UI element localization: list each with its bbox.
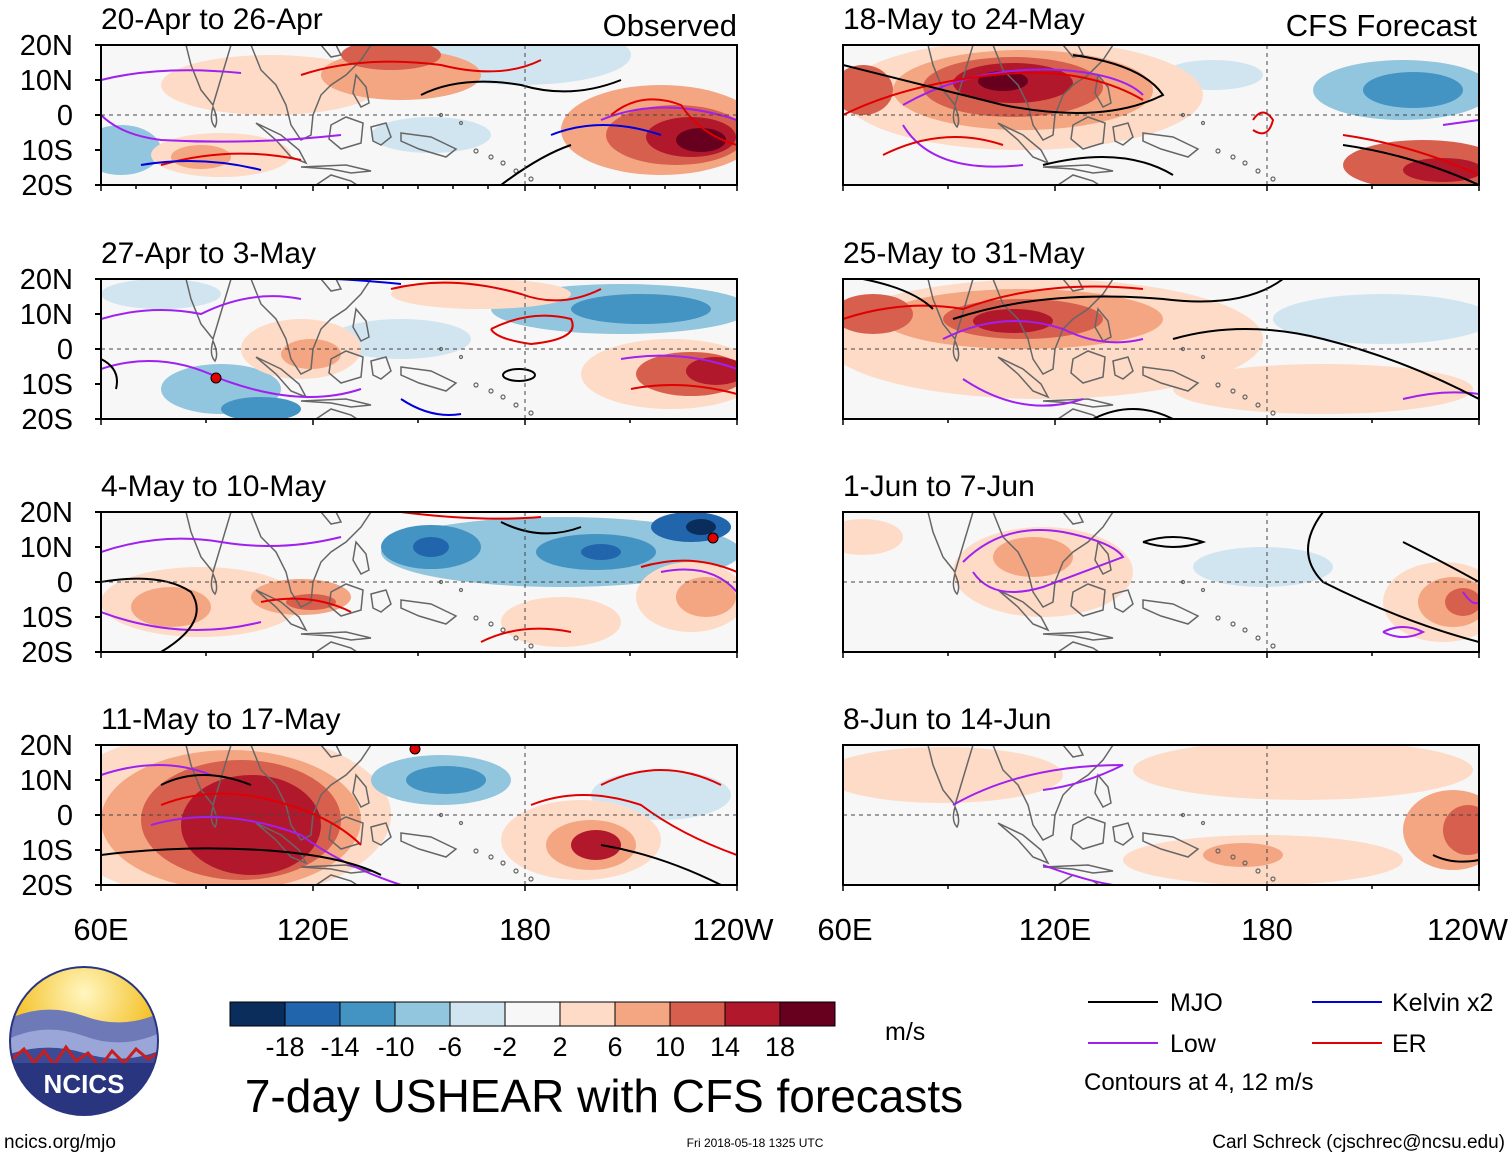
lon-tick: 180 xyxy=(499,912,551,947)
lon-axis-labels-left: 60E 120E 180 120W xyxy=(73,912,774,947)
colorbar-tick-label: -6 xyxy=(438,1032,462,1062)
lat-tick: 10N xyxy=(20,765,73,797)
colorbar-units: m/s xyxy=(885,1018,925,1046)
colorbar-tick-label: 6 xyxy=(607,1032,622,1062)
colorbar-swatch xyxy=(284,1001,341,1027)
lon-tick: 120W xyxy=(693,912,775,947)
lat-tick-marks xyxy=(95,44,101,886)
lat-tick: 20S xyxy=(21,404,73,436)
lat-tick: 10N xyxy=(20,65,73,97)
lat-tick: 10S xyxy=(21,835,73,867)
lat-tick: 20S xyxy=(21,637,73,669)
map-panel-forecast-1: 18-May to 24-May xyxy=(842,3,1480,186)
colorbar-tick-label: -10 xyxy=(375,1032,414,1062)
lon-tick: 180 xyxy=(1241,912,1293,947)
colorbar-swatch xyxy=(559,1001,616,1027)
lat-tick: 0 xyxy=(57,567,73,599)
colorbar-swatch xyxy=(779,1001,836,1027)
legend-label-low: Low xyxy=(1170,1030,1217,1058)
lon-tick: 120E xyxy=(1019,912,1091,947)
lon-tick: 60E xyxy=(73,912,128,947)
figure-title: 7-day USHEAR with CFS forecasts xyxy=(245,1070,963,1122)
lon-tick-marks xyxy=(100,185,1480,891)
observed-label: Observed xyxy=(603,8,737,43)
map-panel-forecast-4: 8-Jun to 14-Jun xyxy=(842,703,1480,886)
colorbar-tick-label: 18 xyxy=(765,1032,795,1062)
map-panel-observed-4: 11-May to 17-May xyxy=(100,703,738,886)
legend-contour-note: Contours at 4, 12 m/s xyxy=(1084,1069,1313,1096)
lat-tick: 20N xyxy=(20,730,73,762)
colorbar-swatch xyxy=(394,1001,451,1027)
lat-tick: 10S xyxy=(21,602,73,634)
line-legend: MJO Kelvin x2 Low ER Contours at 4, 12 m… xyxy=(1084,989,1493,1096)
colorbar-tick-label: -2 xyxy=(493,1032,517,1062)
lat-tick: 20N xyxy=(20,264,73,296)
lat-tick: 0 xyxy=(57,100,73,132)
lat-tick: 0 xyxy=(57,334,73,366)
panel-period-label: 27-Apr to 3-May xyxy=(101,237,316,270)
lon-axis-labels-right: 60E 120E 180 120W xyxy=(817,912,1508,947)
panel-period-label: 11-May to 17-May xyxy=(101,703,341,736)
forecast-label: CFS Forecast xyxy=(1286,8,1478,43)
colorbar-swatch xyxy=(614,1001,671,1027)
map-panel-observed-1: 20-Apr to 26-Apr xyxy=(100,3,738,186)
colorbar-tick-label: -14 xyxy=(320,1032,359,1062)
panel-period-label: 20-Apr to 26-Apr xyxy=(101,3,323,36)
lon-tick: 60E xyxy=(817,912,872,947)
colorbar-swatch xyxy=(669,1001,726,1027)
panel-period-label: 1-Jun to 7-Jun xyxy=(843,470,1035,503)
lat-tick: 10S xyxy=(21,369,73,401)
legend-label-kelvin: Kelvin x2 xyxy=(1392,989,1493,1017)
panel-period-label: 4-May to 10-May xyxy=(101,470,326,503)
colorbar: -18 -14 -10 -6 -2 2 6 10 14 18 xyxy=(229,1001,836,1062)
legend-label-er: ER xyxy=(1392,1030,1427,1058)
panel-period-label: 18-May to 24-May xyxy=(843,3,1085,36)
colorbar-swatch xyxy=(504,1001,561,1027)
panel-period-label: 25-May to 31-May xyxy=(843,237,1085,270)
logo-wordmark: NCICS xyxy=(44,1069,125,1099)
ncics-logo: NCICS xyxy=(9,966,159,1116)
panel-period-label: 8-Jun to 14-Jun xyxy=(843,703,1051,736)
lat-tick: 20S xyxy=(21,870,73,902)
colorbar-tick-label: 10 xyxy=(655,1032,685,1062)
source-link[interactable]: ncics.org/mjo xyxy=(4,1132,116,1153)
colorbar-tick-label: -18 xyxy=(265,1032,304,1062)
lat-tick: 0 xyxy=(57,800,73,832)
colorbar-swatch xyxy=(449,1001,506,1027)
author-credit: Carl Schreck (cjschrec@ncsu.edu) xyxy=(1212,1132,1505,1153)
map-panel-observed-3: 4-May to 10-May xyxy=(100,470,738,653)
colorbar-swatch xyxy=(724,1001,781,1027)
map-panel-forecast-3: 1-Jun to 7-Jun xyxy=(842,470,1480,653)
colorbar-swatch xyxy=(339,1001,396,1027)
colorbar-tick-label: 14 xyxy=(710,1032,740,1062)
lat-tick: 10S xyxy=(21,135,73,167)
lat-axis-labels-left: 20N 10N 0 10S 20S 20N 10N 0 10S 20S 20N … xyxy=(20,30,73,902)
colorbar-swatch xyxy=(229,1001,286,1027)
lat-tick: 10N xyxy=(20,299,73,331)
map-panel-forecast-2: 25-May to 31-May xyxy=(842,237,1480,420)
colorbar-tick-label: 2 xyxy=(552,1032,567,1062)
lat-tick: 20S xyxy=(21,170,73,202)
lat-tick: 20N xyxy=(20,30,73,62)
lat-tick: 20N xyxy=(20,497,73,529)
legend-label-mjo: MJO xyxy=(1170,989,1223,1017)
timestamp: Fri 2018-05-18 1325 UTC xyxy=(687,1136,824,1150)
lat-tick: 10N xyxy=(20,532,73,564)
map-panel-observed-2: 27-Apr to 3-May xyxy=(100,237,738,420)
lon-tick: 120W xyxy=(1427,912,1509,947)
lon-tick: 120E xyxy=(277,912,349,947)
